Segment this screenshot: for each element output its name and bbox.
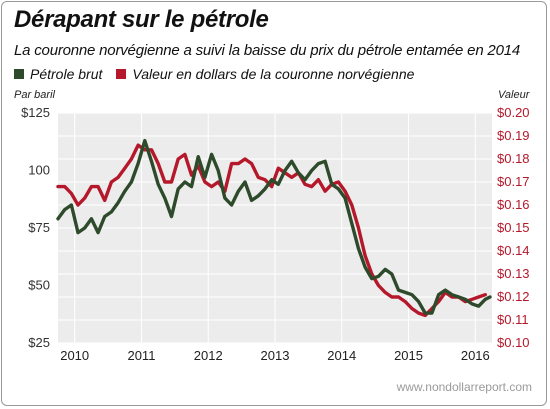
legend-item-nok: Valeur en dollars de la couronne norvégi…	[116, 66, 414, 82]
y-right-tick-label: $0.10	[497, 335, 530, 350]
legend-item-oil: Pétrole brut	[14, 66, 102, 82]
y-right-tick-label: $0.17	[497, 174, 530, 189]
series-line-oil	[56, 138, 492, 315]
legend-label-nok: Valeur en dollars de la couronne norvégi…	[132, 66, 415, 82]
x-tick-label: 2013	[261, 348, 290, 363]
legend-swatch-oil	[14, 69, 24, 79]
y-left-tick-label: 100	[28, 163, 50, 178]
x-tick-label: 2016	[461, 348, 490, 363]
x-tick-label: 2015	[394, 348, 423, 363]
y-right-tick-label: $0.15	[497, 220, 530, 235]
y-right-tick-label: $0.16	[497, 197, 530, 212]
y-left-tick-label: $75	[28, 220, 50, 235]
chart-title: Dérapant sur le pétrole	[14, 6, 269, 33]
series-line-nok	[56, 143, 487, 318]
y-left-tick-label: $25	[28, 335, 50, 350]
x-tick-label: 2011	[127, 348, 155, 363]
x-tick-label: 2014	[327, 348, 356, 363]
y-right-tick-label: $0.20	[497, 105, 530, 120]
y-left-tick-label: $50	[28, 278, 50, 293]
x-tick-label: 2010	[60, 348, 89, 363]
y-right-tick-label: $0.11	[497, 312, 529, 327]
legend-label-oil: Pétrole brut	[30, 66, 103, 82]
legend: Pétrole brut Valeur en dollars de la cou…	[14, 66, 428, 82]
x-tick-label: 2012	[194, 348, 223, 363]
left-axis-unit-label: Par baril	[14, 89, 55, 101]
y-left-tick-label: $125	[21, 105, 50, 120]
source-url: www.nondollarreport.com	[396, 380, 532, 394]
y-right-tick-label: $0.14	[497, 243, 530, 258]
y-right-tick-label: $0.18	[497, 151, 530, 166]
chart-subtitle: La couronne norvégienne a suivi la baiss…	[14, 42, 520, 59]
y-right-tick-label: $0.12	[497, 289, 530, 304]
legend-swatch-nok	[116, 69, 127, 79]
y-right-tick-label: $0.19	[497, 128, 530, 143]
right-axis-unit-label: Valeur	[498, 89, 530, 101]
y-right-tick-label: $0.13	[497, 266, 530, 281]
